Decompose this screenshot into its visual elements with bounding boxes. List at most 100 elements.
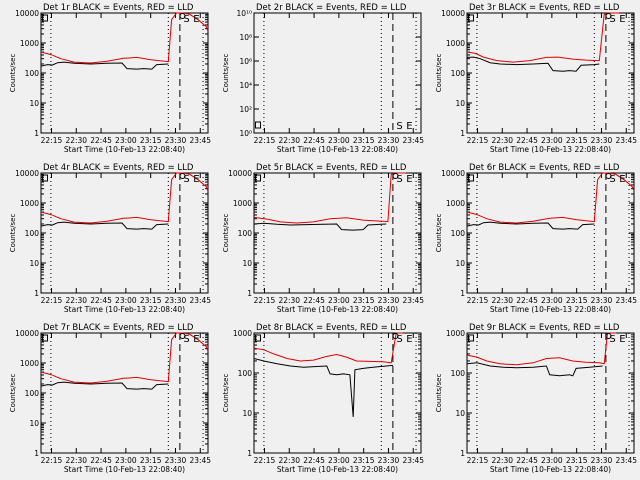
start-marker-label: S bbox=[609, 334, 615, 345]
peak-circle-marker bbox=[179, 333, 186, 339]
panel-title: Det 1r BLACK = Events, RED = LLD bbox=[43, 3, 194, 13]
start-square-marker bbox=[255, 174, 261, 182]
lld-series-line bbox=[40, 12, 209, 64]
plot-frame bbox=[466, 332, 635, 454]
x-axis-label: Start Time (10-Feb-13 22:08:40) bbox=[64, 465, 185, 474]
x-tick-label: 22:15 bbox=[41, 136, 63, 145]
events-series-line bbox=[40, 381, 169, 390]
panel-det-4r: Det 4r BLACK = Events, RED = LLD 1 10 100 10… bbox=[9, 163, 211, 314]
y-tick-label: 1 bbox=[460, 449, 465, 458]
x-tick-label: 23:15 bbox=[140, 456, 162, 465]
panel-det-5r: Det 5r BLACK = Events, RED = LLD 1 10 100 10… bbox=[222, 163, 424, 314]
start-square-marker bbox=[255, 121, 261, 129]
y-tick-label: 10000 bbox=[15, 169, 39, 178]
lld-series-line bbox=[40, 332, 209, 384]
y-axis-label: Counts/sec bbox=[435, 214, 443, 253]
x-tick-label: 22:45 bbox=[90, 136, 112, 145]
x-tick-label: 23:30 bbox=[378, 296, 400, 305]
events-series-line bbox=[466, 362, 603, 377]
x-tick-label: 23:30 bbox=[378, 456, 400, 465]
events-series-line bbox=[40, 221, 169, 230]
x-tick-label: 23:00 bbox=[541, 296, 563, 305]
y-tick-label: 1000 bbox=[446, 39, 465, 48]
x-tick-label: 22:45 bbox=[90, 296, 112, 305]
y-tick-label: 10⁰ bbox=[239, 129, 252, 138]
panel-det-2r: Det 2r BLACK = Events, RED = LLD 10⁰ 10² 10… bbox=[222, 3, 424, 154]
plot-frame bbox=[40, 332, 209, 454]
lld-series-line bbox=[466, 172, 635, 224]
y-axis-label: Counts/sec bbox=[222, 54, 230, 93]
x-tick-label: 22:45 bbox=[516, 296, 538, 305]
x-axis-label: Start Time (10-Feb-13 22:08:40) bbox=[490, 465, 611, 474]
start-square-marker bbox=[42, 334, 48, 342]
y-tick-label: 10 bbox=[242, 409, 252, 418]
x-tick-label: 22:45 bbox=[303, 456, 325, 465]
end-marker-label: E bbox=[193, 334, 199, 345]
end-marker-label: E bbox=[406, 174, 412, 185]
x-tick-label: 22:30 bbox=[65, 136, 87, 145]
x-tick-label: 23:30 bbox=[591, 456, 613, 465]
y-tick-label: 1 bbox=[34, 289, 39, 298]
y-tick-label: 100 bbox=[451, 369, 466, 378]
panel-det-6r: Det 6r BLACK = Events, RED = LLD 1 10 100 10… bbox=[435, 163, 637, 314]
peak-circle-marker bbox=[605, 173, 612, 179]
x-tick-label: 23:15 bbox=[566, 296, 588, 305]
plot-frame bbox=[253, 12, 422, 134]
plot-frame bbox=[253, 172, 422, 294]
end-marker-label: E bbox=[193, 174, 199, 185]
x-tick-label: 22:15 bbox=[254, 456, 276, 465]
y-tick-label: 1 bbox=[34, 129, 39, 138]
plot-frame bbox=[40, 12, 209, 134]
x-tick-label: 23:45 bbox=[402, 456, 424, 465]
panel-title: Det 8r BLACK = Events, RED = LLD bbox=[256, 323, 407, 333]
panel-title: Det 2r BLACK = Events, RED = LLD bbox=[256, 3, 407, 13]
panel-title: Det 5r BLACK = Events, RED = LLD bbox=[256, 163, 407, 173]
panel-det-8r: Det 8r BLACK = Events, RED = LLD 1 10 100 10… bbox=[222, 323, 424, 474]
x-tick-label: 23:45 bbox=[189, 456, 211, 465]
x-tick-label: 22:15 bbox=[467, 296, 489, 305]
x-tick-label: 22:30 bbox=[278, 456, 300, 465]
y-tick-label: 10000 bbox=[15, 329, 39, 338]
panel-det-3r: Det 3r BLACK = Events, RED = LLD 1 10 100 10… bbox=[435, 3, 637, 154]
y-tick-label: 1000 bbox=[20, 39, 39, 48]
y-tick-label: 1 bbox=[247, 289, 252, 298]
peak-circle-marker bbox=[392, 333, 399, 339]
start-square-marker bbox=[255, 334, 261, 342]
y-axis-label: Counts/sec bbox=[9, 214, 17, 253]
x-tick-label: 23:30 bbox=[591, 296, 613, 305]
y-tick-label: 1000 bbox=[446, 329, 465, 338]
x-tick-label: 23:00 bbox=[541, 456, 563, 465]
x-tick-label: 23:15 bbox=[353, 136, 375, 145]
start-marker-label: S bbox=[183, 174, 189, 185]
x-tick-label: 23:45 bbox=[615, 456, 637, 465]
start-marker-label: S bbox=[396, 334, 402, 345]
x-tick-label: 22:30 bbox=[491, 456, 513, 465]
panel-det-1r: Det 1r BLACK = Events, RED = LLD 1 10 100 10… bbox=[9, 3, 211, 154]
x-tick-label: 22:30 bbox=[491, 136, 513, 145]
x-axis-label: Start Time (10-Feb-13 22:08:40) bbox=[490, 145, 611, 154]
start-square-marker bbox=[468, 174, 474, 182]
y-tick-label: 1 bbox=[460, 289, 465, 298]
y-tick-label: 1000 bbox=[20, 359, 39, 368]
y-tick-label: 10 bbox=[29, 99, 39, 108]
events-series-line bbox=[466, 221, 595, 230]
y-tick-label: 1000 bbox=[233, 329, 252, 338]
x-axis-label: Start Time (10-Feb-13 22:08:40) bbox=[277, 145, 398, 154]
peak-circle-marker bbox=[605, 13, 612, 19]
x-axis-label: Start Time (10-Feb-13 22:08:40) bbox=[277, 465, 398, 474]
x-axis-label: Start Time (10-Feb-13 22:08:40) bbox=[64, 145, 185, 154]
lld-series-line bbox=[466, 12, 620, 63]
y-tick-label: 10¹⁰ bbox=[236, 9, 252, 18]
x-tick-label: 22:30 bbox=[278, 136, 300, 145]
x-tick-label: 22:15 bbox=[467, 136, 489, 145]
x-tick-label: 23:45 bbox=[402, 296, 424, 305]
x-tick-label: 23:15 bbox=[140, 296, 162, 305]
y-tick-label: 10 bbox=[455, 409, 465, 418]
y-tick-label: 1 bbox=[247, 449, 252, 458]
start-marker-label: S bbox=[183, 14, 189, 25]
y-tick-label: 1 bbox=[34, 449, 39, 458]
panel-title: Det 6r BLACK = Events, RED = LLD bbox=[469, 163, 620, 173]
y-axis-label: Counts/sec bbox=[9, 54, 17, 93]
y-tick-label: 1 bbox=[460, 129, 465, 138]
